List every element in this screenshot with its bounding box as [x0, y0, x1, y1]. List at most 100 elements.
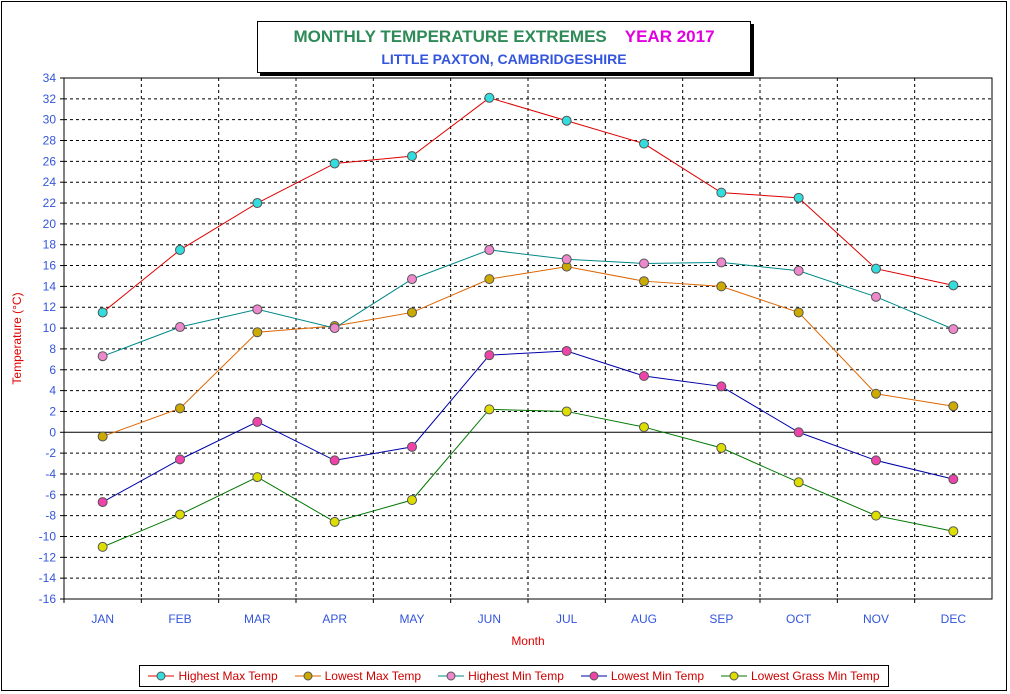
series-line: [102, 408, 954, 548]
legend-swatch-marker: [589, 671, 599, 681]
y-tick-label: 22: [43, 196, 57, 210]
data-point: [252, 416, 263, 427]
data-point: [252, 198, 263, 209]
y-tick-label: -16: [39, 592, 57, 606]
data-point: [407, 495, 417, 506]
data-point: [252, 472, 263, 483]
y-tick-label: 4: [49, 384, 56, 398]
x-tick-label: JUN: [478, 612, 501, 626]
data-point: [97, 497, 108, 508]
legend-item: Highest Min Temp: [438, 669, 564, 683]
data-point: [252, 304, 263, 315]
data-point: [871, 510, 881, 521]
y-tick-label: 20: [43, 217, 57, 231]
data-point: [793, 427, 804, 438]
data-point: [716, 281, 727, 292]
title-year: YEAR 2017: [624, 27, 715, 46]
data-point: [561, 115, 572, 126]
series-1: [97, 261, 959, 442]
legend-swatch: [580, 671, 607, 681]
data-point: [175, 322, 185, 333]
x-tick-label: FEB: [168, 612, 191, 626]
data-point: [561, 346, 572, 357]
y-tick-label: 16: [43, 259, 57, 273]
x-tick-label: MAR: [244, 612, 271, 626]
data-point: [484, 350, 495, 361]
y-tick-label: 24: [43, 175, 57, 189]
y-tick-label: 18: [43, 238, 57, 252]
y-tick-label: 30: [43, 113, 57, 127]
legend-label: Lowest Max Temp: [324, 669, 422, 683]
legend-item: Lowest Max Temp: [294, 669, 422, 683]
data-point: [175, 509, 185, 520]
x-tick-label: MAY: [399, 612, 424, 626]
legend-label: Highest Max Temp: [178, 669, 278, 683]
data-point: [716, 442, 727, 453]
x-tick-label: APR: [322, 612, 347, 626]
data-point: [329, 516, 340, 527]
legend-swatch: [148, 671, 175, 681]
x-tick-label: DEC: [941, 612, 967, 626]
legend-label: Highest Min Temp: [468, 669, 564, 683]
x-tick-label: OCT: [786, 612, 812, 626]
data-point: [407, 307, 417, 318]
data-point: [716, 381, 727, 392]
legend-swatch: [294, 671, 321, 681]
x-tick-label: NOV: [863, 612, 889, 626]
y-tick-label: 10: [43, 321, 57, 335]
data-point: [329, 323, 340, 334]
y-tick-label: -6: [45, 488, 56, 502]
y-tick-label: 2: [49, 404, 56, 418]
data-point: [97, 307, 108, 318]
data-point: [793, 307, 804, 318]
y-tick-label: -10: [39, 529, 57, 543]
y-tick-label: 32: [43, 92, 57, 106]
legend-label: Lowest Min Temp: [610, 669, 705, 683]
data-point: [639, 422, 649, 433]
y-tick-label: 34: [43, 71, 57, 85]
legend-item: Lowest Grass Min Temp: [721, 669, 880, 683]
data-point: [484, 92, 495, 103]
y-tick-label: 8: [49, 342, 56, 356]
legend-swatch: [438, 671, 465, 681]
y-tick-label: -14: [39, 571, 57, 585]
data-point: [407, 441, 417, 452]
data-point: [793, 265, 804, 276]
data-point: [871, 455, 881, 466]
title-box: MONTHLY TEMPERATURE EXTREMES YEAR 2017 LI…: [257, 21, 751, 73]
legend-item: Lowest Min Temp: [580, 669, 705, 683]
series-4: [97, 404, 959, 552]
data-point: [639, 371, 649, 382]
data-point: [639, 258, 649, 269]
data-point: [252, 327, 263, 338]
data-point: [175, 403, 185, 414]
data-point: [948, 324, 959, 335]
data-point: [793, 192, 804, 203]
data-point: [948, 401, 959, 412]
data-point: [948, 280, 959, 291]
x-tick-label: JUL: [556, 612, 578, 626]
y-tick-label: -4: [45, 467, 56, 481]
series-line: [102, 249, 954, 357]
y-tick-label: -8: [45, 509, 56, 523]
data-point: [97, 541, 108, 552]
y-tick-label: 12: [43, 300, 57, 314]
x-tick-label: AUG: [631, 612, 657, 626]
data-point: [639, 138, 649, 149]
data-point: [793, 477, 804, 488]
legend-swatch-marker: [729, 671, 739, 681]
data-point: [716, 187, 727, 198]
y-tick-label: 0: [49, 425, 56, 439]
data-point: [871, 263, 881, 274]
data-point: [484, 404, 495, 415]
series-line: [102, 350, 954, 503]
y-tick-label: -12: [39, 550, 57, 564]
data-point: [716, 257, 727, 268]
data-point: [407, 151, 417, 162]
legend-swatch-marker: [303, 671, 313, 681]
y-axis-label: Temperature (°C): [10, 292, 24, 384]
y-tick-label: 6: [49, 363, 56, 377]
series-2: [97, 244, 959, 362]
